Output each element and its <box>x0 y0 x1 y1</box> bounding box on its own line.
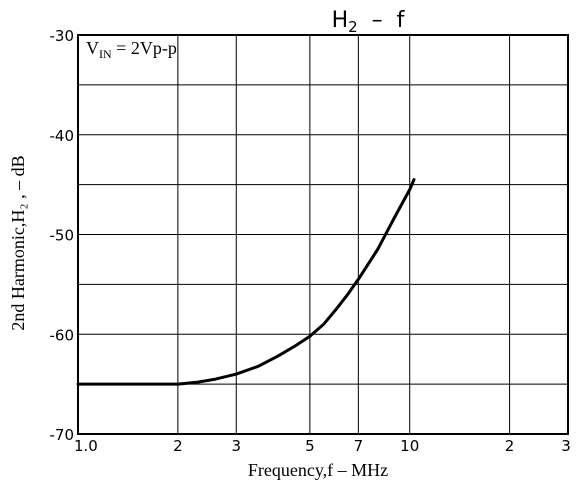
chart-title: H2 – f <box>332 8 406 36</box>
plot-frame <box>77 34 569 435</box>
y-tick-labels: -30 -40 -50 -60 -70 <box>50 27 75 444</box>
x-tick-label: 2 <box>505 437 515 455</box>
x-tick-label: 7 <box>354 437 364 455</box>
y-tick-label: -50 <box>50 227 75 245</box>
x-tick-labels: 1.0 2 3 5 7 10 2 3 <box>74 437 571 455</box>
vin-annotation: VIN = 2Vp-p <box>86 38 177 61</box>
x-tick-label: 2 <box>173 437 183 455</box>
y-tick-label: -30 <box>50 27 75 45</box>
chart-title-rest: – f <box>358 8 406 33</box>
chart-title-sub: 2 <box>348 18 358 36</box>
x-tick-label: 3 <box>561 437 571 455</box>
vin-annotation-sub: IN <box>99 47 112 61</box>
y-tick-label: -40 <box>50 127 75 145</box>
vin-annotation-main: V <box>86 38 99 58</box>
y-axis-label: 2nd Harmonic,H₂ , – dB <box>8 155 28 330</box>
horizontal-gridlines <box>78 34 568 435</box>
vin-annotation-rest: = 2Vp-p <box>112 38 177 58</box>
x-tick-label: 1.0 <box>74 437 98 455</box>
y-tick-label: -70 <box>50 426 75 444</box>
x-tick-label: 3 <box>232 437 242 455</box>
y-tick-label: -60 <box>50 326 75 344</box>
series-line-h2 <box>76 178 416 386</box>
x-axis-label: Frequency,f – MHz <box>248 460 388 480</box>
x-tick-label: 5 <box>305 437 315 455</box>
chart-title-main: H <box>332 8 349 33</box>
x-tick-label: 10 <box>400 437 419 455</box>
